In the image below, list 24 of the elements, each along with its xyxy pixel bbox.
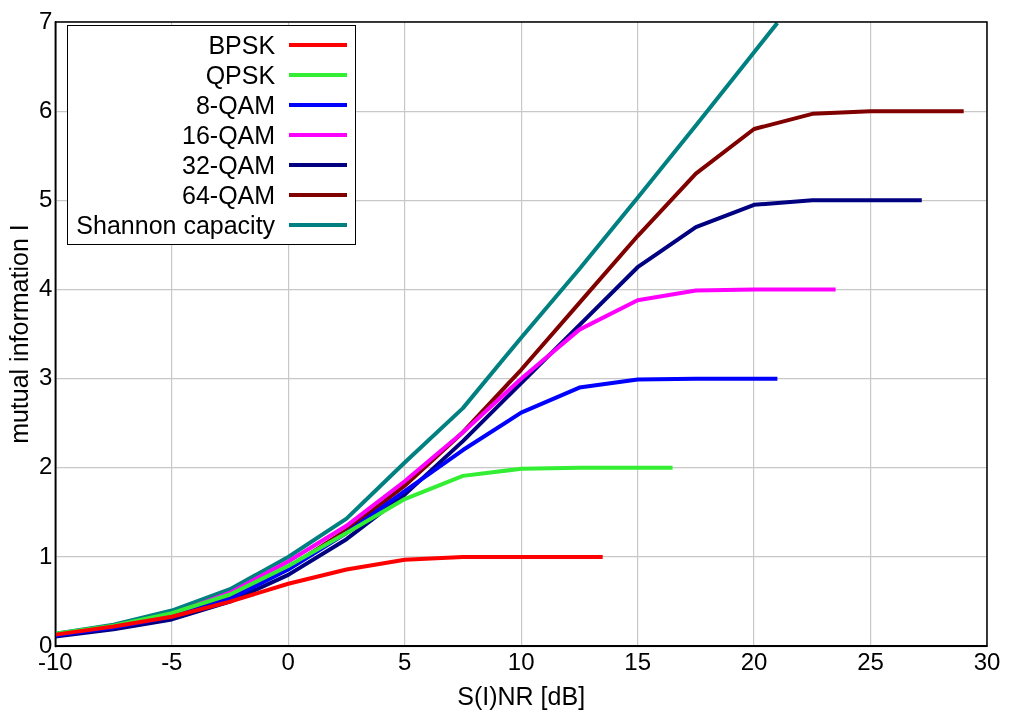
y-tick-label: 6 [38,95,53,123]
legend-label: 8-QAM [195,90,276,120]
x-tick-label: 0 [281,648,295,676]
x-axis-title: S(I)NR [dB] [457,681,586,710]
x-tick-label: 5 [398,648,412,676]
y-tick-label: 2 [38,452,53,480]
legend-label: 32-QAM [182,150,276,180]
x-tick-label: -5 [161,648,183,676]
y-axis-title: mutual information I [4,224,33,444]
x-tick-label: 20 [740,648,768,676]
legend-label: 64-QAM [182,180,276,210]
y-tick-label: 4 [38,274,53,302]
legend-label: QPSK [205,60,276,90]
legend-label: 16-QAM [182,120,276,150]
x-tick-label: 10 [507,648,535,676]
y-tick-label: 1 [38,541,53,569]
y-tick-label: 5 [38,184,53,212]
x-tick-label: 30 [973,648,1001,676]
y-tick-label: 3 [38,363,53,391]
y-tick-label: 7 [38,6,53,34]
legend-label: BPSK [208,30,276,60]
x-tick-label: 25 [857,648,884,676]
x-tick-label: 15 [624,648,651,676]
legend-label: Shannon capacity [76,210,276,240]
